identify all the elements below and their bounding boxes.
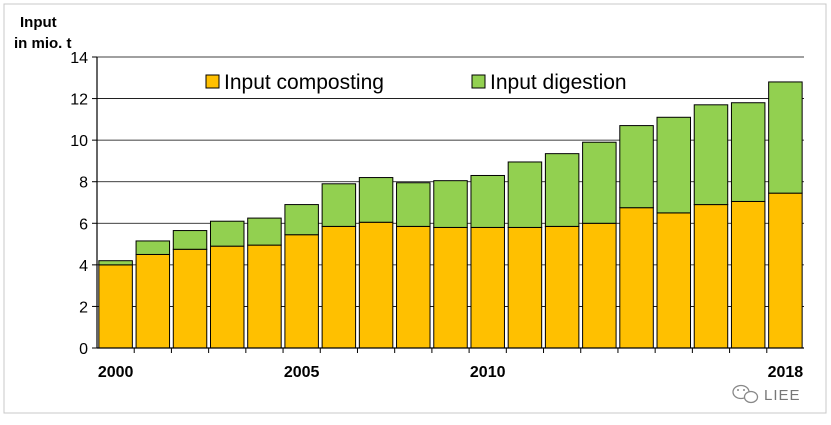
bar-composting-2012 [544, 225, 580, 349]
bar-composting-2005 [284, 234, 319, 349]
bars [98, 81, 803, 349]
bar-digestion-2006 [321, 183, 357, 227]
bar-composting-2001 [135, 253, 171, 349]
bar-digestion-2008 [396, 182, 431, 227]
bar-composting-2016 [693, 204, 729, 349]
bar-digestion-2005 [284, 204, 319, 236]
bar-digestion-2009 [433, 180, 468, 228]
bar-composting-2010 [470, 226, 505, 349]
y-tick-label-10: 10 [70, 133, 88, 150]
bar-digestion-2007 [358, 177, 394, 223]
legend-label-digestion: Input digestion [490, 71, 627, 94]
bar-composting-2015 [656, 212, 692, 349]
bar-composting-2002 [172, 248, 208, 349]
bar-composting-2018 [768, 192, 803, 349]
bar-digestion-2015 [656, 116, 692, 214]
legend-swatch-composting [205, 74, 220, 89]
legend: Input composting Input digestion [205, 71, 627, 94]
x-tick-label-2000: 2000 [98, 364, 134, 381]
bar-digestion-2016 [693, 104, 729, 206]
y-tick-labels: 0 2 4 6 8 10 12 14 [70, 50, 97, 358]
legend-label-composting: Input composting [224, 71, 384, 94]
bar-digestion-2012 [544, 153, 580, 227]
legend-swatch-digestion [471, 74, 486, 89]
bar-composting-2003 [209, 245, 245, 349]
bar-composting-2013 [582, 222, 617, 349]
y-axis-label-line2: in mio. t [14, 35, 72, 52]
bar-digestion-2003 [209, 220, 245, 247]
bar-digestion-2017 [730, 102, 766, 202]
y-tick-label-6: 6 [79, 216, 88, 233]
watermark-text: LIEE [764, 387, 801, 404]
x-tick-label-2010: 2010 [470, 364, 506, 381]
bar-composting-2008 [396, 225, 431, 349]
bar-digestion-2011 [507, 161, 543, 228]
y-tick-label-4: 4 [79, 258, 88, 275]
bar-composting-2011 [507, 226, 543, 349]
bar-digestion-2004 [247, 217, 282, 246]
bar-composting-2017 [730, 200, 766, 349]
y-tick-label-0: 0 [79, 341, 88, 358]
bar-composting-2004 [247, 244, 282, 349]
bar-digestion-2013 [582, 141, 617, 224]
x-tick-label-2018: 2018 [768, 364, 804, 381]
bar-composting-2009 [433, 226, 468, 349]
y-tick-label-8: 8 [79, 175, 88, 192]
wechat-icon [732, 384, 759, 404]
bar-composting-2014 [619, 207, 654, 349]
bar-digestion-2000 [98, 260, 133, 266]
bar-digestion-2018 [768, 81, 803, 194]
bar-composting-2000 [98, 264, 133, 349]
bar-digestion-2001 [135, 240, 171, 255]
x-tick-label-2005: 2005 [284, 364, 320, 381]
y-tick-label-12: 12 [70, 92, 88, 109]
y-axis-label-line1: Input [20, 14, 57, 31]
y-tick-label-14: 14 [70, 50, 88, 67]
y-tick-label-2: 2 [79, 299, 88, 316]
bar-digestion-2002 [172, 230, 208, 250]
watermark: LIEE [732, 384, 801, 404]
bar-composting-2007 [358, 221, 394, 349]
axes [96, 57, 804, 349]
x-tick-labels: 2000 2005 2010 2018 [98, 348, 803, 381]
bar-composting-2006 [321, 225, 357, 349]
bar-digestion-2014 [619, 125, 654, 209]
bar-digestion-2010 [470, 174, 505, 228]
